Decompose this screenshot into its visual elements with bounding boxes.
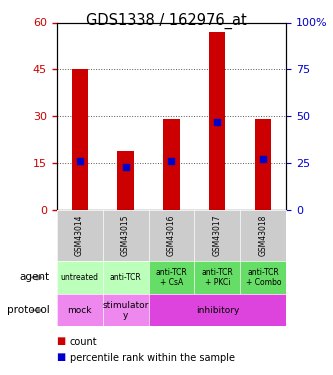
Text: GSM43015: GSM43015 bbox=[121, 214, 130, 256]
Bar bbox=[255, 119, 271, 210]
Bar bbox=[164, 119, 179, 210]
Text: untreated: untreated bbox=[61, 273, 99, 282]
Text: GDS1338 / 162976_at: GDS1338 / 162976_at bbox=[86, 13, 247, 29]
Text: anti-TCR: anti-TCR bbox=[110, 273, 142, 282]
Bar bbox=[72, 69, 88, 210]
Text: GSM43016: GSM43016 bbox=[167, 214, 176, 256]
Bar bbox=[209, 32, 225, 210]
Text: stimulator
y: stimulator y bbox=[102, 301, 149, 320]
Bar bbox=[118, 151, 134, 210]
Text: agent: agent bbox=[20, 273, 50, 282]
Text: anti-TCR
+ CsA: anti-TCR + CsA bbox=[156, 268, 187, 287]
Text: inhibitory: inhibitory bbox=[196, 306, 239, 315]
Text: GSM43017: GSM43017 bbox=[213, 214, 222, 256]
Text: mock: mock bbox=[67, 306, 92, 315]
Text: protocol: protocol bbox=[7, 305, 50, 315]
Text: anti-TCR
+ Combo: anti-TCR + Combo bbox=[246, 268, 281, 287]
Text: anti-TCR
+ PKCi: anti-TCR + PKCi bbox=[201, 268, 233, 287]
Text: percentile rank within the sample: percentile rank within the sample bbox=[70, 353, 235, 363]
Text: GSM43018: GSM43018 bbox=[259, 214, 268, 256]
Text: GSM43014: GSM43014 bbox=[75, 214, 84, 256]
Text: ■: ■ bbox=[57, 336, 66, 346]
Text: ■: ■ bbox=[57, 352, 66, 362]
Text: count: count bbox=[70, 337, 98, 347]
